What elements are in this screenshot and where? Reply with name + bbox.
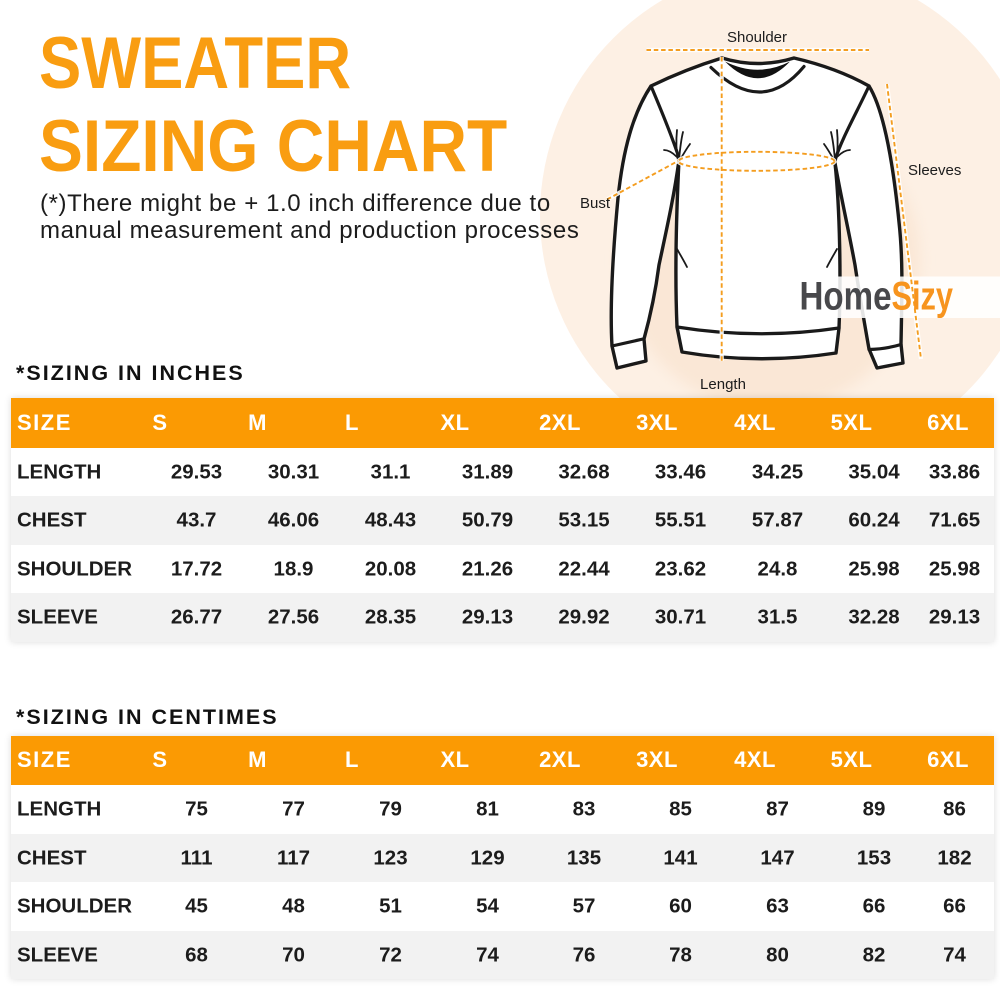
svg-text:Sleeves: Sleeves [908,162,961,179]
svg-text:Shoulder: Shoulder [727,29,787,46]
svg-text:Bust: Bust [580,195,611,212]
svg-text:Length: Length [700,376,746,393]
svg-text:Sizy: Sizy [892,275,954,319]
svg-text:Home: Home [800,275,892,319]
